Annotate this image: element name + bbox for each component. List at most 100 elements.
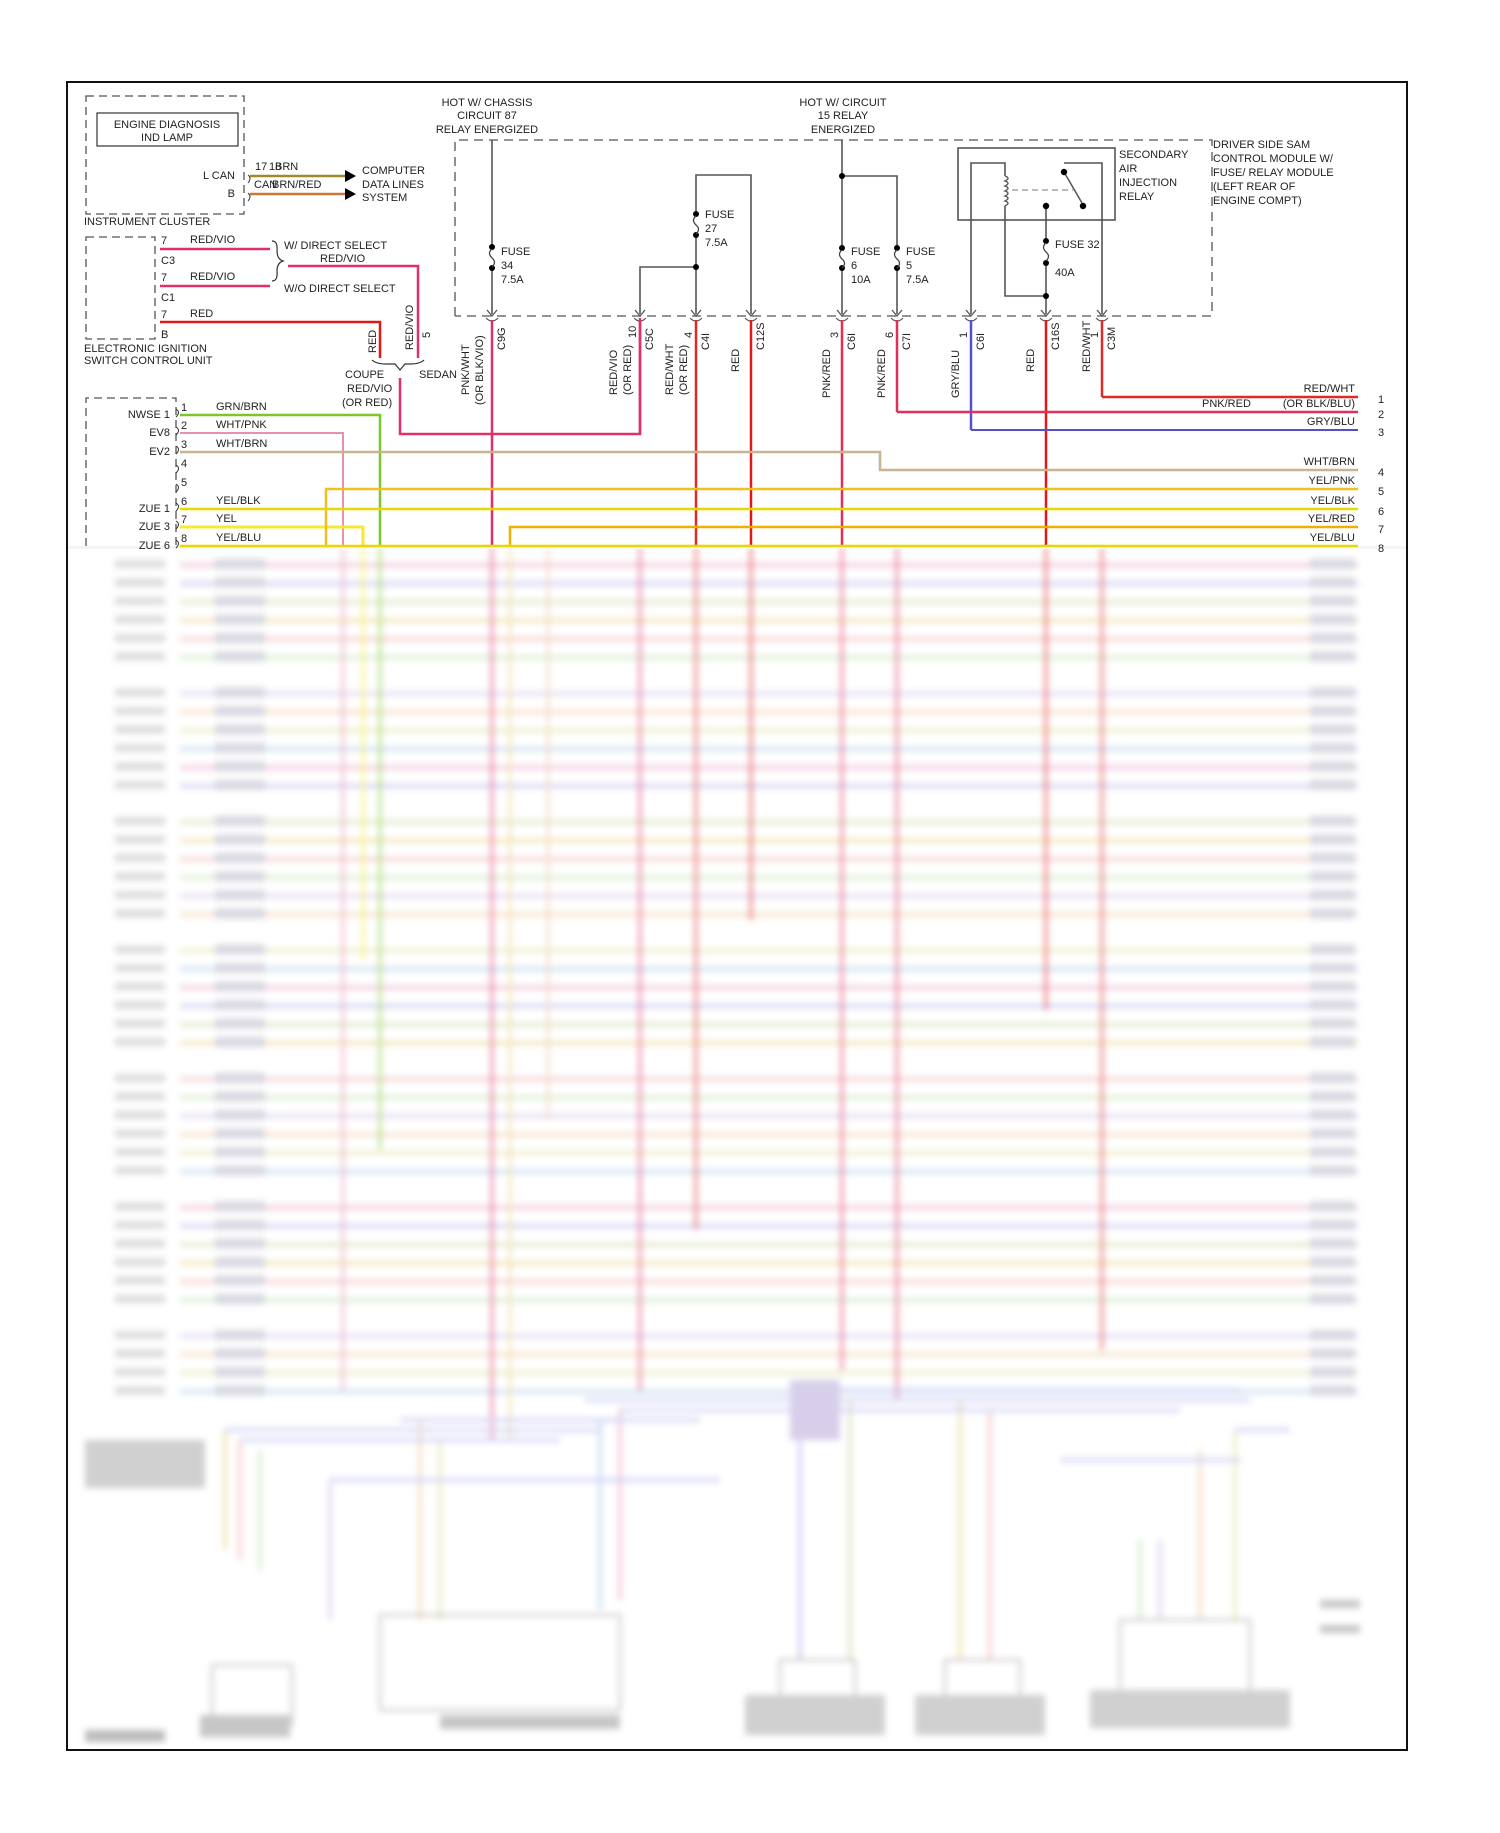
pin-socket-icon [175, 426, 179, 436]
splice-out-wire-alt: (OR RED) [342, 397, 392, 409]
dest-label-1: COMPUTER [362, 165, 425, 177]
right-pin-number: 1 [1378, 394, 1384, 406]
sam-label-1: DRIVER SIDE SAM [1213, 139, 1310, 151]
connector-arrow-icon [1040, 309, 1052, 318]
power-source-15: HOT W/ CIRCUIT 15 RELAY ENERGIZED [799, 97, 886, 136]
ecm-pin-label: EV2 [149, 446, 170, 458]
power-label: 15 RELAY [818, 110, 869, 122]
pin-socket-icon [175, 445, 179, 455]
fuse-34-num: 34 [501, 260, 513, 272]
right-pin-number: 7 [1378, 524, 1384, 536]
blur-boundary [68, 546, 1406, 549]
dest-label-3: SYSTEM [362, 192, 407, 204]
lamp-label-2: IND LAMP [141, 132, 193, 144]
coupe-label: COUPE [345, 369, 384, 381]
wire-color-label: RED [730, 349, 742, 372]
connector-arrow-icon [745, 309, 757, 318]
wire-color-label-alt: (OR RED) [622, 345, 634, 395]
wire-label: RED [190, 308, 213, 320]
pin-7-c3: 7 [161, 235, 167, 247]
brace [271, 240, 285, 282]
sam-label-3: FUSE/ RELAY MODULE [1213, 167, 1334, 179]
power-label: RELAY ENERGIZED [436, 124, 538, 136]
ecm-pin-number: 7 [181, 514, 187, 526]
ecm-pin-number: 3 [181, 439, 187, 451]
ecm-wire-label: WHT/PNK [216, 419, 267, 431]
ecm-pin-label: EV8 [149, 427, 170, 439]
direct-select-label: W/ DIRECT SELECT [284, 240, 387, 252]
connector-pin: 6 [884, 332, 896, 338]
fuse-5-num: 5 [906, 260, 912, 272]
wire-color-label-alt: (OR BLK/VIO) [474, 335, 486, 405]
pin-label-b: B [228, 188, 235, 200]
arrow-icon [345, 170, 356, 182]
connector-id: C9G [496, 327, 508, 350]
splice-out-wire: RED/VIO [347, 383, 393, 395]
connector-arrow-icon [891, 309, 903, 318]
connector-id: C16S [1050, 322, 1062, 350]
connector-arrow-icon [690, 309, 702, 318]
pin-label-lcan: L CAN [203, 170, 235, 182]
fuse-6-label: FUSE [851, 246, 880, 258]
splice-wire-red: RED [367, 330, 379, 353]
right-pin-number: 3 [1378, 427, 1384, 439]
fuse-32-label: FUSE 32 [1055, 239, 1100, 251]
connector-pin: 10 [627, 326, 639, 338]
power-label: ENERGIZED [811, 124, 875, 136]
wire-color-label: PNK/WHT [460, 344, 472, 395]
pin-socket-icon [175, 539, 179, 549]
ignition-label-2: SWITCH CONTROL UNIT [84, 355, 213, 367]
ecm-pin-number: 4 [181, 458, 187, 470]
ecm-pin-label: NWSE 1 [128, 409, 170, 421]
connector-id: C12S [755, 322, 767, 350]
pin-17: 17 [255, 161, 267, 173]
ignition-label-1: ELECTRONIC IGNITION [84, 343, 207, 355]
wire-color-label: RED/VIO [608, 349, 620, 395]
blurred-lower-diagram [85, 547, 1360, 1742]
power-label: CIRCUIT 87 [457, 110, 517, 122]
connector-arrow-icon [965, 309, 977, 318]
relay-coil-icon [1003, 168, 1087, 210]
instrument-cluster: ENGINE DIAGNOSIS IND LAMP INSTRUMENT CLU… [84, 95, 425, 228]
splice-wire-red-vio: RED/VIO [404, 304, 416, 350]
connector-pin: 1 [1089, 332, 1101, 338]
ecm-wire-label: YEL/BLU [216, 532, 261, 544]
ecm-pin-label: ZUE 3 [139, 521, 170, 533]
fuse-32-rating: 40A [1055, 267, 1075, 279]
dest-label-2: DATA LINES [362, 179, 424, 191]
ecm-wire-label: YEL/BLK [216, 495, 261, 507]
pin-7-b: 7 [161, 309, 167, 321]
fuse-34-label: FUSE [501, 246, 530, 258]
sam-internal-wiring [491, 140, 1116, 314]
right-pin-number: 2 [1378, 409, 1384, 421]
fuse-27-rating: 7.5A [705, 237, 728, 249]
right-pin-number: 8 [1378, 543, 1384, 555]
right-pin-number: 4 [1378, 467, 1384, 479]
ecm-pin-number: 8 [181, 533, 187, 545]
wire-label: RED/VIO [190, 234, 236, 246]
ecm-pin-number: 2 [181, 420, 187, 432]
connector-id: C6I [975, 333, 987, 350]
conn-b: B [161, 329, 168, 341]
right-wire-label: (OR BLK/BLU) [1283, 398, 1355, 410]
diagram-frame [66, 81, 1408, 1751]
connector-pin: 1 [958, 332, 970, 338]
connector-id: C7I [901, 333, 913, 350]
right-wire-label: WHT/BRN [1304, 456, 1355, 468]
pin-socket-icon [175, 483, 179, 493]
relay-label-3: INJECTION [1119, 177, 1177, 189]
ignition-switch-unit: ELECTRONIC IGNITION SWITCH CONTROL UNIT … [84, 234, 642, 436]
wire-red [160, 320, 382, 358]
connector-arrow-icon [486, 309, 498, 318]
connector-id: C3M [1106, 327, 1118, 350]
ecm-pin-label: ZUE 6 [139, 540, 170, 552]
connector-id: C6I [846, 333, 858, 350]
power-source-87: HOT W/ CHASSIS CIRCUIT 87 RELAY ENERGIZE… [436, 97, 538, 136]
wire-color-label-alt: (OR RED) [678, 345, 690, 395]
pin-7-c1: 7 [161, 272, 167, 284]
right-bus-wires: RED/WHT 1 (OR BLK/BLU) 2 PNK/RED GRY/BLU 3 WHT/… [180, 383, 1384, 555]
right-wire-label: RED/WHT [1304, 383, 1356, 395]
connector-id: C4I [700, 333, 712, 350]
